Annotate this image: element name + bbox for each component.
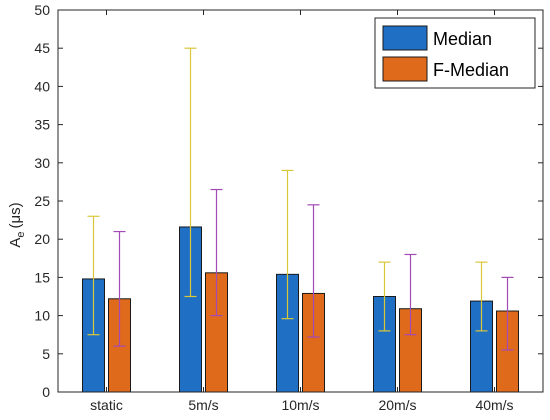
error-bar-median-0: [87, 215, 100, 336]
y-tick-label: 40: [34, 78, 50, 94]
plot-area: [82, 226, 519, 393]
error-bar-median-3: [378, 261, 391, 332]
y-tick-label: 20: [34, 231, 50, 247]
legend-label-f-median: F-Median: [433, 60, 509, 80]
legend-swatch-median: [382, 25, 428, 51]
error-bar-f-median-2: [307, 204, 320, 338]
error-bar-median-1: [184, 47, 197, 298]
y-tick-label: 15: [34, 269, 50, 285]
axes: [57, 9, 544, 393]
y-axis-label-subscript: e: [15, 232, 27, 238]
error-bar-median-4: [475, 261, 488, 332]
x-tick-label: 10m/s: [281, 397, 319, 413]
x-tick-label: 5m/s: [188, 397, 218, 413]
legend-label-median: Median: [433, 29, 492, 49]
error-bar-f-median-3: [404, 253, 417, 336]
error-bar-f-median-0: [113, 230, 126, 347]
y-axis-label: Ae (μs): [7, 202, 27, 247]
y-tick-label: 5: [42, 346, 50, 362]
y-tick-label: 10: [34, 308, 50, 324]
tick-labels: 0 5 10 15 20 25 30 35 40 45 50 static 5m/s 10m/s 20m/s…: [34, 2, 513, 413]
error-bar-f-median-1: [210, 188, 223, 317]
y-axis-label-main: A: [7, 238, 24, 248]
y-tick-label: 25: [34, 193, 50, 209]
y-tick-label: 35: [34, 117, 50, 133]
y-tick-label: 30: [34, 155, 50, 171]
y-tick-label: 0: [42, 384, 50, 400]
x-tick-label: static: [90, 397, 123, 413]
legend-swatch-f-median: [382, 56, 428, 82]
error-bar-median-2: [281, 169, 294, 320]
y-tick-label: 50: [34, 2, 50, 18]
y-tick-label: 45: [34, 40, 50, 56]
x-tick-label: 20m/s: [378, 397, 416, 413]
y-axis-label-text: Ae (μs): [7, 202, 27, 247]
error-bars: [87, 47, 514, 351]
x-tick-label: 40m/s: [475, 397, 513, 413]
y-axis-label-unit: (μs): [7, 202, 24, 228]
error-bar-f-median-4: [501, 276, 514, 351]
legend: Median F-Median: [374, 17, 536, 89]
